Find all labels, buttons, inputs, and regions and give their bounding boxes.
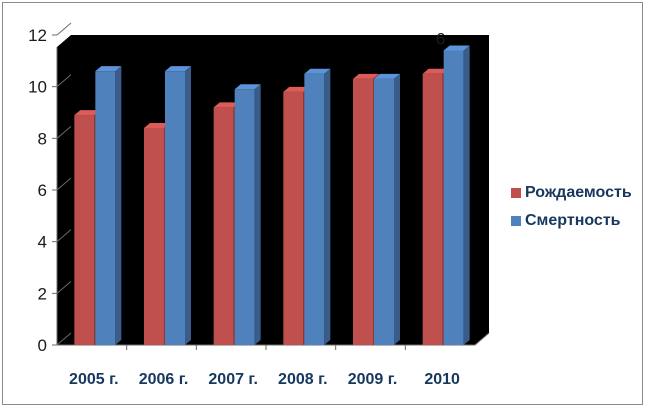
y-tick-depth [56, 177, 72, 191]
bar-births [213, 107, 234, 345]
legend-label-deaths: Смертность [525, 212, 621, 229]
y-tick-label: 2 [38, 284, 47, 303]
bar-deaths [234, 89, 255, 345]
data-label-fragment: 6 [436, 30, 445, 49]
y-tick-depth [56, 332, 72, 346]
bar-top [283, 86, 310, 92]
bar-top [443, 45, 470, 51]
y-tick-label: 10 [28, 78, 47, 97]
bar-top [213, 102, 240, 108]
bar-top [74, 110, 101, 116]
bar-deaths [443, 50, 464, 345]
bar-deaths [95, 71, 116, 346]
bar-top [234, 84, 261, 90]
bar-births [144, 128, 164, 345]
legend-item-births: Рождаемость [511, 179, 632, 207]
x-category-label: 2007 г. [208, 371, 258, 388]
y-tick-labels: 0 2 4 6 8 10 12 [28, 22, 72, 355]
bar-side [463, 45, 470, 345]
bar-side [254, 84, 261, 345]
bar-births [353, 78, 373, 346]
floor-edge [474, 332, 490, 346]
y-tick-depth [56, 229, 72, 243]
bar-side [394, 73, 400, 346]
legend-swatch-births [511, 188, 521, 198]
y-tick-depth [56, 74, 72, 88]
bar-top [144, 123, 170, 128]
x-category-labels: 2005 г. 2006 г. 2007 г. 2008 г. 2009 г. 2010 [69, 371, 460, 388]
bar-top [374, 73, 400, 79]
y-tick-depth [56, 280, 72, 294]
legend: Рождаемость Смертность [511, 179, 632, 235]
bars [74, 45, 470, 346]
axes [56, 47, 490, 350]
bar-top [165, 66, 191, 72]
data-label-fragments: 6 [436, 30, 445, 49]
x-category-label: 2009 г. [348, 371, 398, 388]
bar-deaths [304, 73, 325, 345]
y-tick-label: 4 [38, 233, 47, 252]
bar-top [353, 73, 379, 79]
y-tick-label: 12 [28, 26, 47, 45]
y-tick-label: 8 [38, 129, 47, 148]
bar-births [422, 73, 443, 345]
y-tick-depth [56, 125, 72, 139]
bar-side [185, 66, 191, 345]
x-category-label: 2008 г. [278, 371, 328, 388]
bar-deaths [165, 71, 185, 346]
bar-births [283, 91, 304, 345]
chart-frame: 0 2 4 6 8 10 12 2005 г. 2006 г. 2007 г. 2008 г. 20… [2, 2, 643, 405]
bar-births [74, 115, 95, 345]
bar-top [422, 68, 449, 74]
x-category-label: 2010 [424, 371, 460, 388]
x-category-label: 2005 г. [69, 371, 119, 388]
y-tick-label: 0 [38, 336, 47, 355]
legend-item-deaths: Смертность [511, 207, 632, 235]
bar-side [324, 68, 331, 345]
legend-label-births: Рождаемость [525, 184, 632, 201]
bar-top [95, 66, 122, 72]
bar-deaths [374, 78, 394, 346]
legend-swatch-deaths [511, 216, 521, 226]
bar-side [115, 66, 122, 345]
x-category-label: 2006 г. [139, 371, 189, 388]
bar-top [304, 68, 331, 74]
y-tick-depth [56, 22, 72, 36]
y-tick-label: 6 [38, 181, 47, 200]
